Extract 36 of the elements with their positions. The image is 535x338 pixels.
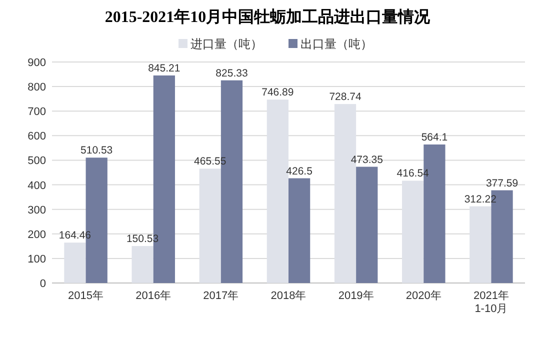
x-tick-label: 2020年 [406,290,442,302]
data-label: 845.21 [148,62,180,74]
y-tick-label: 800 [28,82,46,94]
data-label: 377.59 [486,177,518,190]
data-label: 825.33 [216,67,248,80]
data-label: 426.5 [286,165,313,178]
bar [132,246,154,283]
y-tick-label: 500 [28,155,46,168]
y-tick-label: 600 [28,130,46,143]
y-tick-label: 300 [28,204,46,216]
x-tick-label: 2017年 [203,290,239,302]
y-tick-label: 100 [28,253,46,266]
legend-label: 进口量（吨） [190,37,262,51]
y-tick-label: 200 [28,228,46,241]
y-tick-label: 400 [28,180,46,192]
y-tick-label: 900 [28,57,46,69]
bar [356,166,378,283]
x-tick-label: 2019年 [338,290,374,302]
data-label: 746.89 [262,86,294,99]
bar [64,242,86,283]
data-label: 728.74 [329,91,362,104]
legend-label: 出口量（吨） [300,37,372,51]
bar [402,180,424,283]
x-tick-label: 2018年 [270,290,306,302]
data-label: 510.53 [80,144,113,157]
bar [288,178,310,283]
bar [199,168,221,283]
x-tick-label: 2021年 1-10月 [473,290,509,315]
x-tick-label: 2015年 [68,290,104,302]
x-tick-label: 2016年 [136,290,172,302]
y-tick-label: 0 [40,278,46,290]
y-tick-label: 700 [28,106,46,118]
data-label: 473.35 [350,154,384,166]
data-label: 564.1 [421,131,448,144]
bar [470,206,492,283]
chart-title: 2015-2021年10月中国牡蛎加工品进出口量情况 [104,8,432,26]
